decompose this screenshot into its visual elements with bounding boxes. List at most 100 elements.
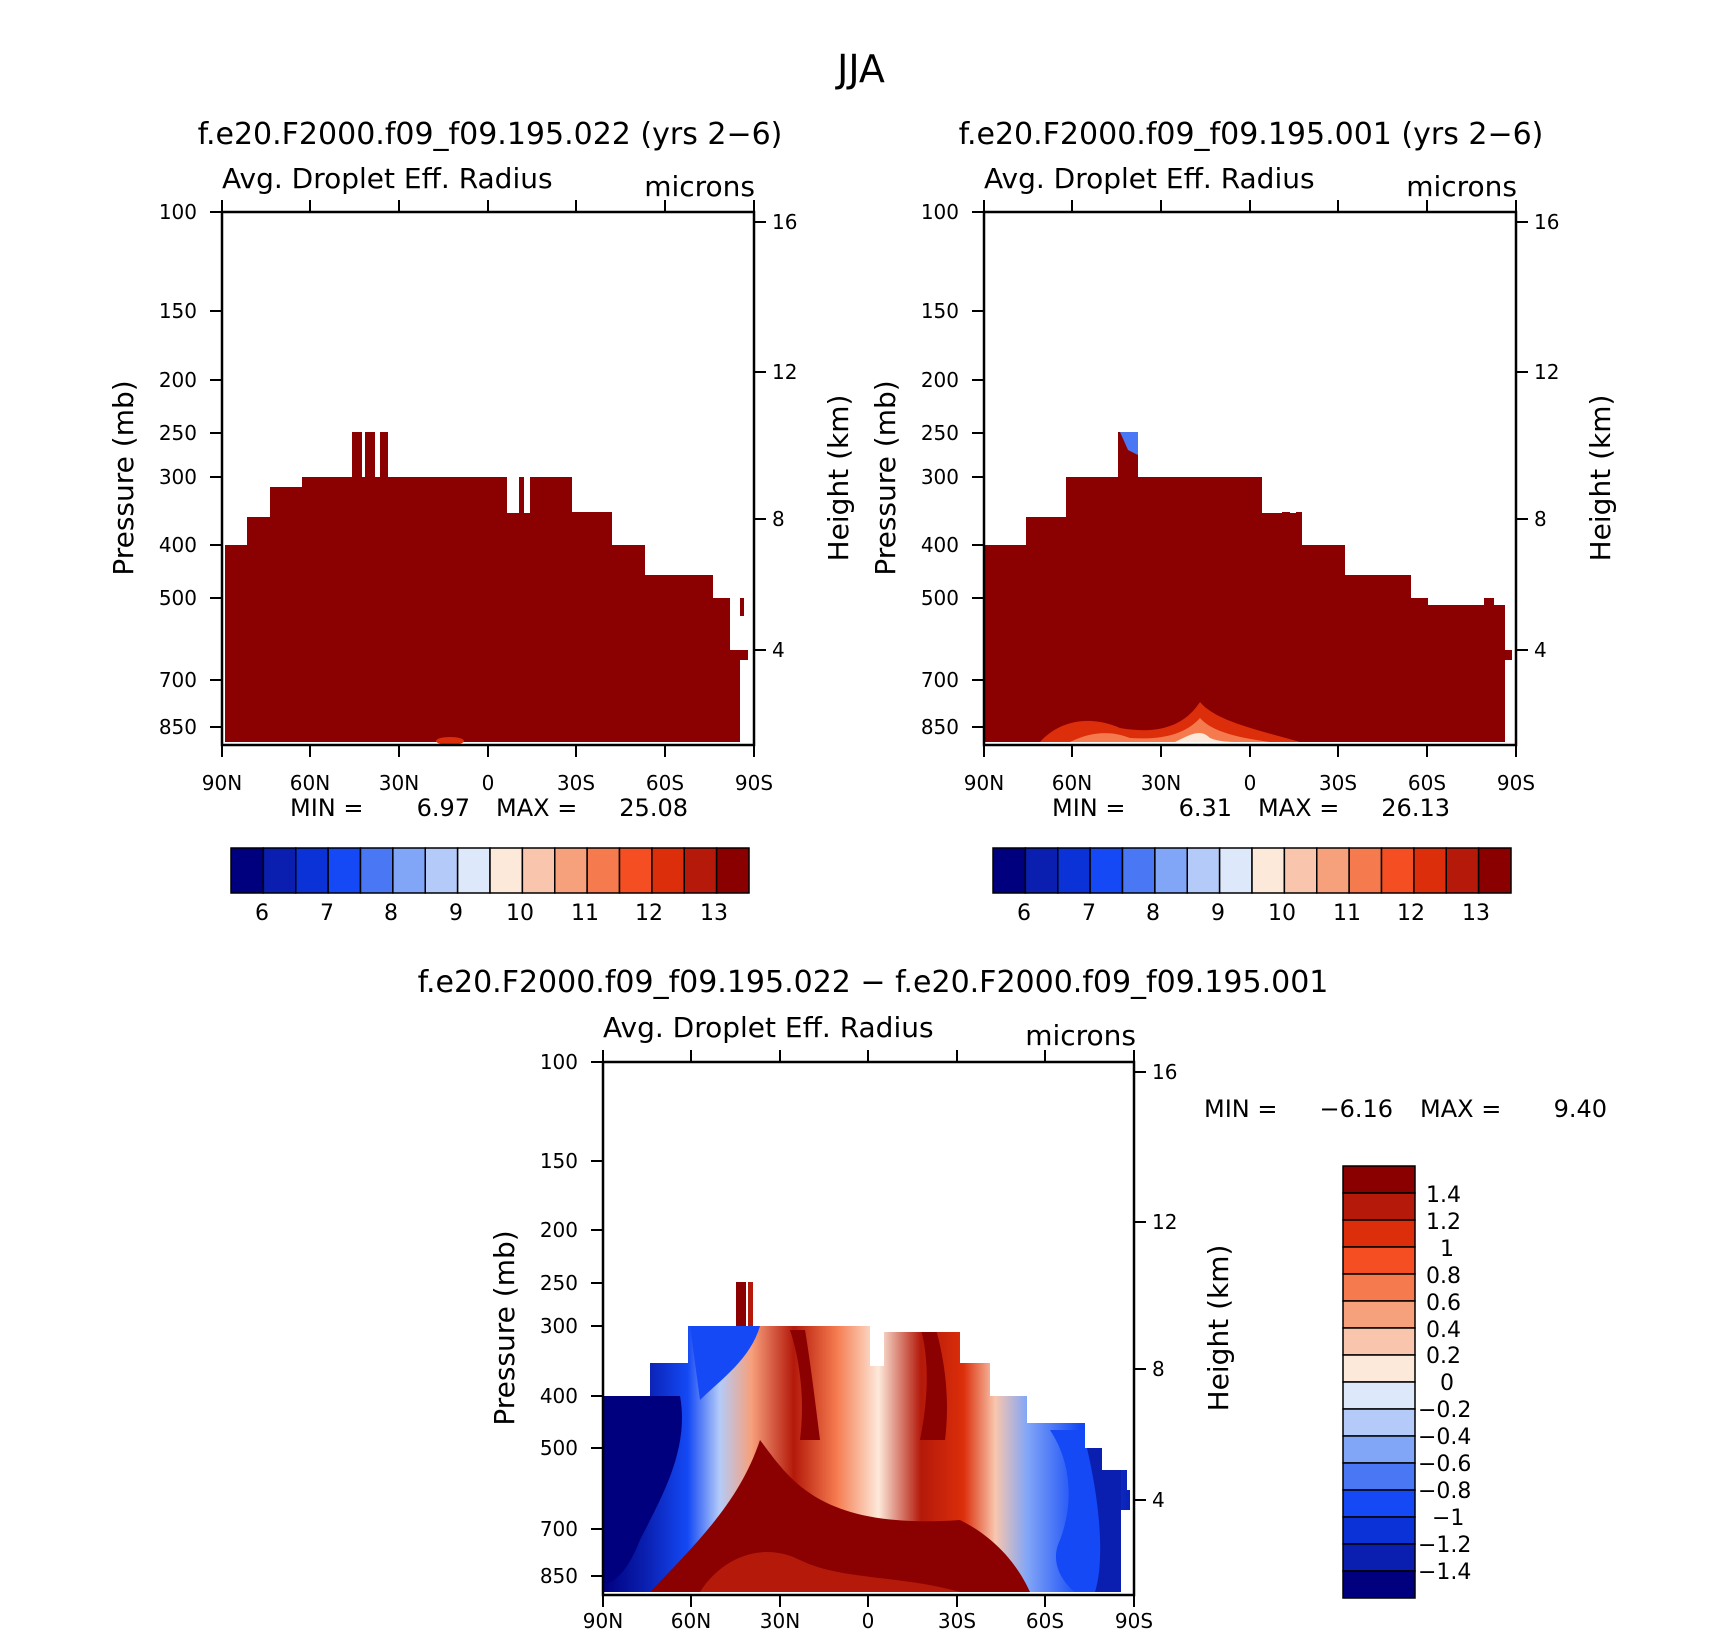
panel-1-colorbar-labels: 6 7 8 9 10 11 12 13 [255, 901, 728, 926]
panel-3-subtitle-left: Avg. Droplet Eff. Radius [603, 1011, 934, 1044]
panel-2-y-tick: 250 [921, 421, 959, 445]
colorbar-swatch [424, 847, 459, 894]
panel-1-field-gap [507, 477, 519, 513]
panel-3-colorbar-label: −1.2 [1418, 1533, 1471, 1558]
panel-2-colorbar-label: 11 [1333, 901, 1361, 926]
colorbar-swatch [295, 847, 329, 894]
panel-1-x-tick: 30S [557, 771, 595, 795]
panel-2-y-tick: 300 [921, 465, 959, 489]
panel-3-y-ticks-right: 16 12 8 4 [1152, 1060, 1177, 1512]
colorbar-swatch [1342, 1300, 1416, 1329]
panel-3-y-tick: 100 [540, 1050, 578, 1074]
colorbar-swatch [392, 847, 427, 894]
panel-2-colorbar-label: 10 [1268, 901, 1296, 926]
panel-3-height-tick: 8 [1152, 1357, 1165, 1381]
panel-1-field-spike [380, 432, 388, 478]
panel-1-y-tick: 100 [159, 200, 197, 224]
panel-3-min-label: MIN = [1204, 1095, 1277, 1123]
panel-2-ticks [972, 200, 1528, 757]
panel-1-y-tick: 850 [159, 715, 197, 739]
panel-2-min-value: 6.31 [1179, 794, 1232, 822]
panel-1-colorbar-label: 13 [700, 901, 728, 926]
panel-3-height-tick: 12 [1152, 1210, 1177, 1234]
panel-2-colorbar-label: 12 [1397, 901, 1425, 926]
panel-1-min-label: MIN = [290, 794, 363, 822]
panel-1-y-tick: 700 [159, 668, 197, 692]
panel-1-x-tick: 60N [290, 771, 330, 795]
panel-3-y-label: Pressure (mb) [488, 1230, 521, 1425]
panel-1-y-tick: 300 [159, 465, 197, 489]
panel-1-y-ticks: 100 150 200 250 300 400 500 700 850 [159, 200, 197, 739]
colorbar-swatch [521, 847, 556, 894]
panel-3-colorbar-label: 0.8 [1426, 1264, 1461, 1289]
panel-3-colorbar-label: 0.4 [1426, 1318, 1461, 1343]
colorbar-swatch [1342, 1219, 1416, 1248]
panel-3-x-tick: 90S [1115, 1609, 1153, 1633]
figure-title: JJA [835, 47, 885, 91]
panel-3: f.e20.F2000.f09_f09.195.022 − f.e20.F200… [418, 965, 1607, 1633]
panel-1-colorbar-label: 6 [255, 901, 269, 926]
panel-3-colorbar-label: −1.4 [1418, 1560, 1471, 1585]
colorbar-swatch [1342, 1354, 1416, 1383]
panel-2-x-tick: 0 [1244, 771, 1257, 795]
colorbar-swatch [1057, 847, 1091, 894]
panel-3-colorbar-label: −0.6 [1418, 1452, 1471, 1477]
colorbar-swatch [1342, 1489, 1416, 1518]
panel-1-y-ticks-right: 16 12 8 4 [772, 210, 797, 662]
colorbar-swatch [1342, 1570, 1416, 1599]
panel-1-ticks [210, 200, 766, 757]
colorbar-swatch [327, 847, 362, 894]
panel-2-x-ticks: 90N 60N 30N 0 30S 60S 90S [964, 771, 1535, 795]
panel-3-y-ticks: 100 150 200 250 300 400 500 700 850 [540, 1050, 578, 1588]
colorbar-swatch [1251, 847, 1286, 894]
panel-3-max-label: MAX = [1420, 1095, 1501, 1123]
panel-2-y-tick: 100 [921, 200, 959, 224]
colorbar-swatch [1154, 847, 1189, 894]
panel-2-x-tick: 30N [1141, 771, 1181, 795]
panel-3-y-label-right: Height (km) [1202, 1245, 1235, 1412]
panel-3-field [603, 1326, 1130, 1592]
panel-1-max-label: MAX = [496, 794, 577, 822]
panel-3-field-patch [650, 1440, 1030, 1592]
panel-2-field-main [984, 477, 1512, 742]
colorbar-swatch [456, 847, 491, 894]
panel-3-colorbar-label: 0 [1440, 1371, 1454, 1396]
panel-2-y-tick: 850 [921, 715, 959, 739]
colorbar-swatch [1342, 1381, 1416, 1410]
colorbar-swatch [683, 847, 718, 894]
panel-1-subtitle-left: Avg. Droplet Eff. Radius [222, 162, 553, 195]
panel-2-y-label: Pressure (mb) [869, 380, 902, 575]
colorbar-swatch [715, 847, 750, 894]
panel-1-x-tick: 30N [379, 771, 419, 795]
panel-3-y-tick: 200 [540, 1218, 578, 1242]
panel-3-height-tick: 4 [1152, 1488, 1165, 1512]
panel-3-x-tick: 30N [760, 1609, 800, 1633]
panel-1-field-patch [436, 737, 464, 745]
panel-1: f.e20.F2000.f09_f09.195.022 (yrs 2−6) Av… [107, 117, 855, 926]
colorbar-swatch [262, 847, 297, 894]
colorbar-swatch [1218, 847, 1253, 894]
colorbar-swatch [586, 847, 621, 894]
panel-2-height-tick: 8 [1534, 507, 1547, 531]
colorbar-swatch [1342, 1408, 1416, 1437]
colorbar-swatch [359, 847, 394, 894]
panel-3-x-tick: 0 [862, 1609, 875, 1633]
panel-2-colorbar-label: 6 [1017, 901, 1031, 926]
colorbar-swatch [992, 847, 1027, 894]
colorbar-swatch [1380, 847, 1415, 894]
panel-3-field-gap [870, 1326, 884, 1366]
panel-1-x-ticks: 90N 60N 30N 0 30S 60S 90S [202, 771, 773, 795]
panel-3-colorbar-label: 1.2 [1426, 1210, 1461, 1235]
panel-2-x-tick: 60S [1408, 771, 1446, 795]
panel-3-field-patch [690, 1326, 760, 1400]
panel-2-colorbar-label: 9 [1211, 901, 1225, 926]
panel-1-colorbar-label: 8 [384, 901, 398, 926]
colorbar-swatch [1316, 847, 1350, 894]
panel-1-colorbar [230, 847, 750, 894]
panel-1-colorbar-label: 9 [449, 901, 463, 926]
panel-2-max-value: 26.13 [1381, 794, 1450, 822]
panel-2-y-tick: 200 [921, 368, 959, 392]
panel-1-colorbar-label: 11 [571, 901, 599, 926]
panel-2-field-patch [1175, 733, 1240, 742]
panel-3-colorbar-labels: 1.4 1.2 1 0.8 0.6 0.4 0.2 0 −0.2 −0.4 −0… [1418, 1183, 1471, 1585]
